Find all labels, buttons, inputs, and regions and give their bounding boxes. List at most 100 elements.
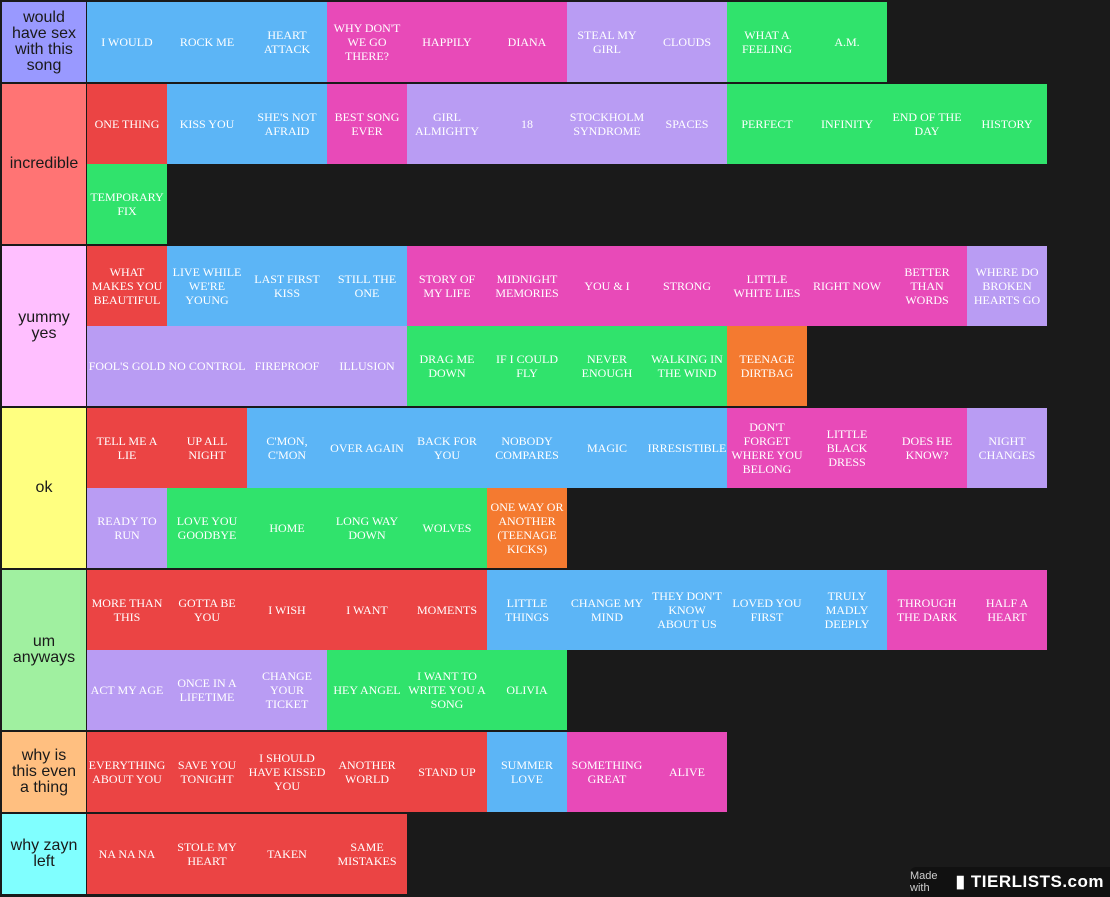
song-tile[interactable]: LOVED YOU FIRST: [727, 570, 807, 650]
song-tile[interactable]: BACK FOR YOU: [407, 408, 487, 488]
song-tile[interactable]: STILL THE ONE: [327, 246, 407, 326]
song-tile[interactable]: CLOUDS: [647, 2, 727, 82]
song-tile[interactable]: I WOULD: [87, 2, 167, 82]
song-tile[interactable]: WHAT A FEELING: [727, 2, 807, 82]
song-tile[interactable]: BETTER THAN WORDS: [887, 246, 967, 326]
song-tile[interactable]: SAME MISTAKES: [327, 814, 407, 894]
song-tile[interactable]: LITTLE BLACK DRESS: [807, 408, 887, 488]
song-tile[interactable]: HEART ATTACK: [247, 2, 327, 82]
song-tile[interactable]: 18: [487, 84, 567, 164]
song-tile[interactable]: PERFECT: [727, 84, 807, 164]
tier-label[interactable]: ok: [2, 408, 86, 568]
song-tile[interactable]: ROCK ME: [167, 2, 247, 82]
song-tile[interactable]: INFINITY: [807, 84, 887, 164]
song-tile[interactable]: FOOL'S GOLD: [87, 326, 167, 406]
song-tile[interactable]: RIGHT NOW: [807, 246, 887, 326]
song-tile[interactable]: C'MON, C'MON: [247, 408, 327, 488]
song-tile[interactable]: HEY ANGEL: [327, 650, 407, 730]
tier-label[interactable]: incredible: [2, 84, 86, 244]
song-tile[interactable]: STEAL MY GIRL: [567, 2, 647, 82]
song-tile[interactable]: I SHOULD HAVE KISSED YOU: [247, 732, 327, 812]
song-tile[interactable]: A.M.: [807, 2, 887, 82]
song-tile[interactable]: HOME: [247, 488, 327, 568]
song-tile[interactable]: MAGIC: [567, 408, 647, 488]
song-tile[interactable]: WHAT MAKES YOU BEAUTIFUL: [87, 246, 167, 326]
song-tile[interactable]: SUMMER LOVE: [487, 732, 567, 812]
song-tile[interactable]: MORE THAN THIS: [87, 570, 167, 650]
song-tile[interactable]: THEY DON'T KNOW ABOUT US: [647, 570, 727, 650]
song-tile[interactable]: ILLUSION: [327, 326, 407, 406]
song-tile[interactable]: HALF A HEART: [967, 570, 1047, 650]
song-tile[interactable]: UP ALL NIGHT: [167, 408, 247, 488]
tier-label[interactable]: why is this even a thing: [2, 732, 86, 812]
song-tile[interactable]: STOLE MY HEART: [167, 814, 247, 894]
song-tile[interactable]: WHERE DO BROKEN HEARTS GO: [967, 246, 1047, 326]
song-tile[interactable]: LAST FIRST KISS: [247, 246, 327, 326]
song-tile[interactable]: WHY DON'T WE GO THERE?: [327, 2, 407, 82]
tier-label[interactable]: would have sex with this song: [2, 2, 86, 82]
song-tile[interactable]: MOMENTS: [407, 570, 487, 650]
song-tile[interactable]: TEMPORARY FIX: [87, 164, 167, 244]
song-tile[interactable]: GIRL ALMIGHTY: [407, 84, 487, 164]
made-with-watermark[interactable]: Made with ▮ TIERLISTS.com: [910, 867, 1110, 897]
song-tile[interactable]: SAVE YOU TONIGHT: [167, 732, 247, 812]
song-tile[interactable]: TEENAGE DIRTBAG: [727, 326, 807, 406]
song-tile[interactable]: GOTTA BE YOU: [167, 570, 247, 650]
song-tile[interactable]: DIANA: [487, 2, 567, 82]
song-tile[interactable]: NEVER ENOUGH: [567, 326, 647, 406]
song-tile[interactable]: LITTLE WHITE LIES: [727, 246, 807, 326]
song-tile[interactable]: CHANGE MY MIND: [567, 570, 647, 650]
song-tile[interactable]: TELL ME A LIE: [87, 408, 167, 488]
song-tile[interactable]: ANOTHER WORLD: [327, 732, 407, 812]
song-tile[interactable]: END OF THE DAY: [887, 84, 967, 164]
song-tile[interactable]: NIGHT CHANGES: [967, 408, 1047, 488]
song-tile[interactable]: BEST SONG EVER: [327, 84, 407, 164]
song-tile[interactable]: YOU & I: [567, 246, 647, 326]
song-tile[interactable]: OVER AGAIN: [327, 408, 407, 488]
song-tile[interactable]: THROUGH THE DARK: [887, 570, 967, 650]
song-tile[interactable]: DON'T FORGET WHERE YOU BELONG: [727, 408, 807, 488]
tier-label[interactable]: why zayn left: [2, 814, 86, 894]
song-tile[interactable]: STORY OF MY LIFE: [407, 246, 487, 326]
song-tile[interactable]: LONG WAY DOWN: [327, 488, 407, 568]
song-tile[interactable]: HISTORY: [967, 84, 1047, 164]
song-tile[interactable]: WALKING IN THE WIND: [647, 326, 727, 406]
song-tile[interactable]: SOMETHING GREAT: [567, 732, 647, 812]
song-tile[interactable]: I WANT TO WRITE YOU A SONG: [407, 650, 487, 730]
song-tile[interactable]: OLIVIA: [487, 650, 567, 730]
song-tile[interactable]: STOCKHOLM SYNDROME: [567, 84, 647, 164]
song-tile[interactable]: IF I COULD FLY: [487, 326, 567, 406]
song-tile[interactable]: TAKEN: [247, 814, 327, 894]
song-tile[interactable]: LIVE WHILE WE'RE YOUNG: [167, 246, 247, 326]
song-tile[interactable]: READY TO RUN: [87, 488, 167, 568]
song-tile[interactable]: WOLVES: [407, 488, 487, 568]
song-tile[interactable]: EVERYTHING ABOUT YOU: [87, 732, 167, 812]
song-tile[interactable]: ONE THING: [87, 84, 167, 164]
song-tile[interactable]: IRRESISTIBLE: [647, 408, 727, 488]
song-tile[interactable]: NA NA NA: [87, 814, 167, 894]
song-tile[interactable]: NO CONTROL: [167, 326, 247, 406]
song-tile[interactable]: ACT MY AGE: [87, 650, 167, 730]
song-tile[interactable]: KISS YOU: [167, 84, 247, 164]
song-tile[interactable]: LITTLE THINGS: [487, 570, 567, 650]
song-tile[interactable]: NOBODY COMPARES: [487, 408, 567, 488]
song-tile[interactable]: HAPPILY: [407, 2, 487, 82]
song-tile[interactable]: ONCE IN A LIFETIME: [167, 650, 247, 730]
song-tile[interactable]: STRONG: [647, 246, 727, 326]
song-tile[interactable]: FIREPROOF: [247, 326, 327, 406]
tier-label[interactable]: um anyways: [2, 570, 86, 730]
song-tile[interactable]: ALIVE: [647, 732, 727, 812]
song-tile[interactable]: STAND UP: [407, 732, 487, 812]
song-tile[interactable]: CHANGE YOUR TICKET: [247, 650, 327, 730]
song-tile[interactable]: SPACES: [647, 84, 727, 164]
tier-label[interactable]: yummy yes: [2, 246, 86, 406]
song-tile[interactable]: ONE WAY OR ANOTHER (TEENAGE KICKS): [487, 488, 567, 568]
song-tile[interactable]: MIDNIGHT MEMORIES: [487, 246, 567, 326]
song-tile[interactable]: TRULY MADLY DEEPLY: [807, 570, 887, 650]
song-tile[interactable]: DRAG ME DOWN: [407, 326, 487, 406]
song-tile[interactable]: DOES HE KNOW?: [887, 408, 967, 488]
song-tile[interactable]: LOVE YOU GOODBYE: [167, 488, 247, 568]
song-tile[interactable]: I WANT: [327, 570, 407, 650]
song-tile[interactable]: SHE'S NOT AFRAID: [247, 84, 327, 164]
song-tile[interactable]: I WISH: [247, 570, 327, 650]
